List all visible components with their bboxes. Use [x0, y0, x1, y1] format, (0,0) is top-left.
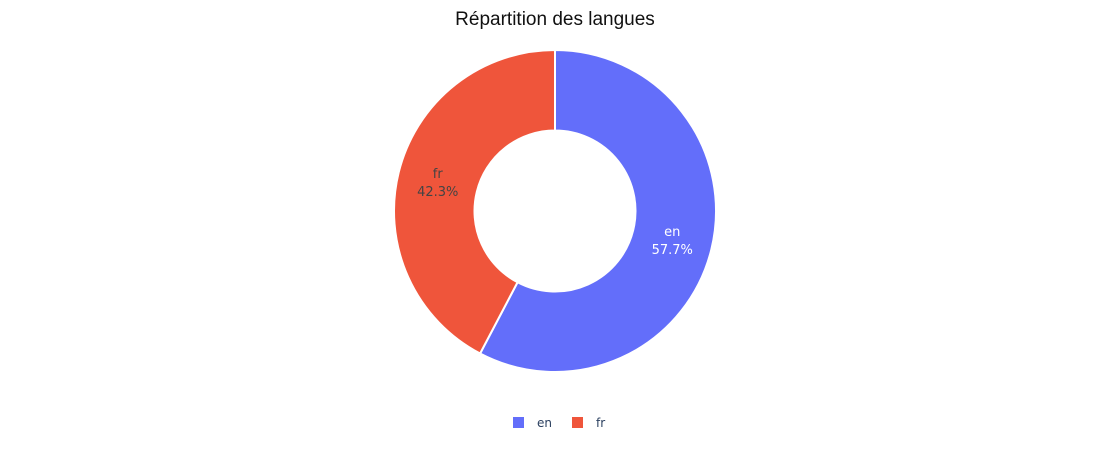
- legend-label-en: en: [537, 416, 552, 430]
- chart-title: Répartition des langues: [455, 9, 655, 30]
- slice-percent-en: 57.7%: [652, 243, 693, 258]
- legend-label-fr: fr: [596, 416, 605, 430]
- slice-label-en: en: [664, 225, 680, 240]
- slice-fr[interactable]: [393, 48, 556, 355]
- legend-swatch-fr: [572, 417, 583, 428]
- legend-swatch-en: [513, 417, 524, 428]
- slices-layer: [393, 48, 717, 373]
- slice-label-fr: fr: [433, 167, 444, 182]
- legend-item-en[interactable]: en: [513, 416, 552, 430]
- slice-labels-layer: en 57.7% fr 42.3%: [417, 167, 693, 258]
- legend: en fr: [513, 416, 605, 430]
- slice-percent-fr: 42.3%: [417, 185, 458, 200]
- legend-item-fr[interactable]: fr: [572, 416, 605, 430]
- slice-en[interactable]: [478, 48, 717, 373]
